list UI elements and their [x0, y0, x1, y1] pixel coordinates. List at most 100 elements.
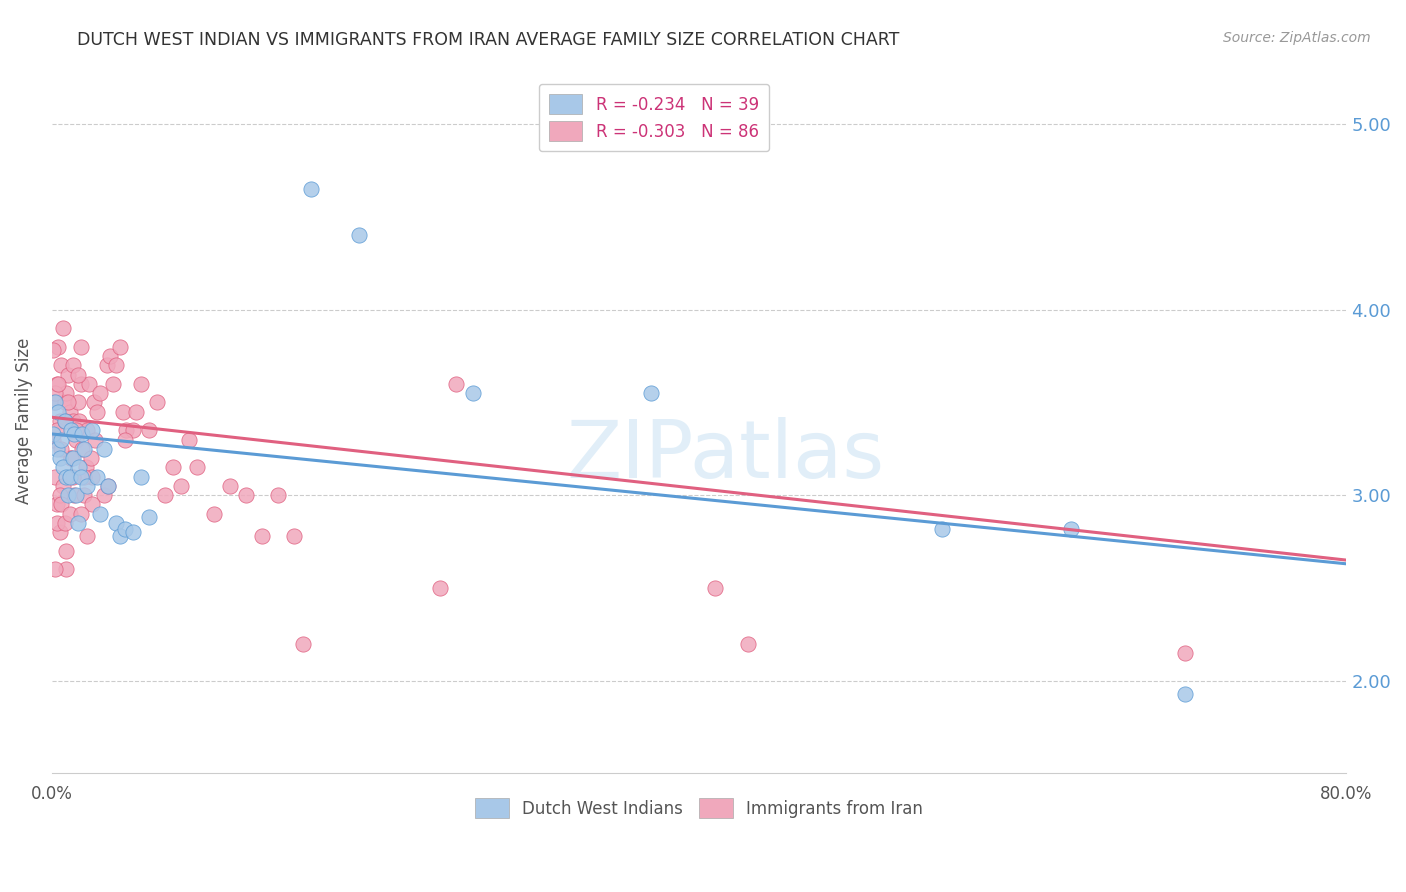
Point — [114, 522, 136, 536]
Point — [93, 442, 115, 456]
Point — [72, 427, 94, 442]
Point — [42, 343, 65, 358]
Point — [429, 581, 451, 595]
Point — [108, 340, 131, 354]
Point — [235, 488, 257, 502]
Point — [62, 359, 84, 373]
Point — [62, 451, 84, 466]
Point — [70, 507, 93, 521]
Point — [56, 488, 79, 502]
Point — [44, 469, 66, 483]
Point — [56, 395, 79, 409]
Point — [53, 414, 76, 428]
Point — [115, 423, 138, 437]
Point — [45, 442, 67, 456]
Point — [153, 488, 176, 502]
Point — [53, 395, 76, 409]
Point — [218, 479, 240, 493]
Point — [89, 507, 111, 521]
Point — [82, 469, 104, 483]
Text: DUTCH WEST INDIAN VS IMMIGRANTS FROM IRAN AVERAGE FAMILY SIZE CORRELATION CHART: DUTCH WEST INDIAN VS IMMIGRANTS FROM IRA… — [77, 31, 900, 49]
Point — [76, 479, 98, 493]
Point — [105, 359, 128, 373]
Point — [114, 433, 136, 447]
Point — [98, 349, 121, 363]
Point — [97, 479, 120, 493]
Point — [84, 433, 107, 447]
Point — [65, 488, 87, 502]
Point — [51, 433, 73, 447]
Point — [63, 488, 86, 502]
Point — [45, 498, 67, 512]
Point — [103, 376, 125, 391]
Point — [1174, 687, 1197, 701]
Point — [58, 507, 80, 521]
Point — [170, 479, 193, 493]
Point — [186, 460, 208, 475]
Point — [66, 368, 89, 382]
Point — [96, 359, 118, 373]
Point — [51, 442, 73, 456]
Point — [446, 376, 468, 391]
Point — [76, 423, 98, 437]
Point — [62, 414, 84, 428]
Point — [45, 423, 67, 437]
Point — [75, 460, 97, 475]
Point — [77, 376, 100, 391]
Point — [125, 405, 148, 419]
Point — [70, 340, 93, 354]
Point — [111, 405, 134, 419]
Point — [44, 386, 66, 401]
Point — [89, 386, 111, 401]
Point — [267, 488, 290, 502]
Point — [46, 376, 69, 391]
Point — [250, 529, 273, 543]
Point — [42, 427, 65, 442]
Point — [121, 423, 143, 437]
Point — [737, 637, 759, 651]
Point — [49, 488, 72, 502]
Point — [640, 386, 662, 401]
Legend: Dutch West Indians, Immigrants from Iran: Dutch West Indians, Immigrants from Iran — [468, 791, 929, 825]
Point — [67, 414, 90, 428]
Point — [60, 451, 83, 466]
Point — [82, 498, 104, 512]
Point — [86, 469, 108, 483]
Y-axis label: Average Family Size: Average Family Size — [15, 338, 32, 504]
Point — [76, 529, 98, 543]
Point — [93, 488, 115, 502]
Point — [73, 488, 96, 502]
Point — [146, 395, 169, 409]
Point — [83, 395, 105, 409]
Point — [53, 414, 76, 428]
Point — [55, 469, 77, 483]
Point — [73, 442, 96, 456]
Point — [105, 516, 128, 530]
Point — [291, 637, 314, 651]
Point — [162, 460, 184, 475]
Point — [66, 516, 89, 530]
Point — [129, 376, 152, 391]
Point — [49, 525, 72, 540]
Point — [55, 544, 77, 558]
Point — [60, 451, 83, 466]
Point — [65, 423, 87, 437]
Point — [108, 529, 131, 543]
Point — [1060, 522, 1083, 536]
Point — [62, 469, 84, 483]
Point — [53, 516, 76, 530]
Point — [42, 395, 65, 409]
Point — [67, 460, 90, 475]
Point — [56, 368, 79, 382]
Point — [138, 423, 160, 437]
Point — [42, 433, 65, 447]
Point — [347, 228, 370, 243]
Point — [45, 376, 67, 391]
Point — [46, 340, 69, 354]
Point — [70, 469, 93, 483]
Point — [65, 433, 87, 447]
Point — [82, 423, 104, 437]
Point — [179, 433, 201, 447]
Point — [1174, 646, 1197, 660]
Point — [55, 562, 77, 576]
